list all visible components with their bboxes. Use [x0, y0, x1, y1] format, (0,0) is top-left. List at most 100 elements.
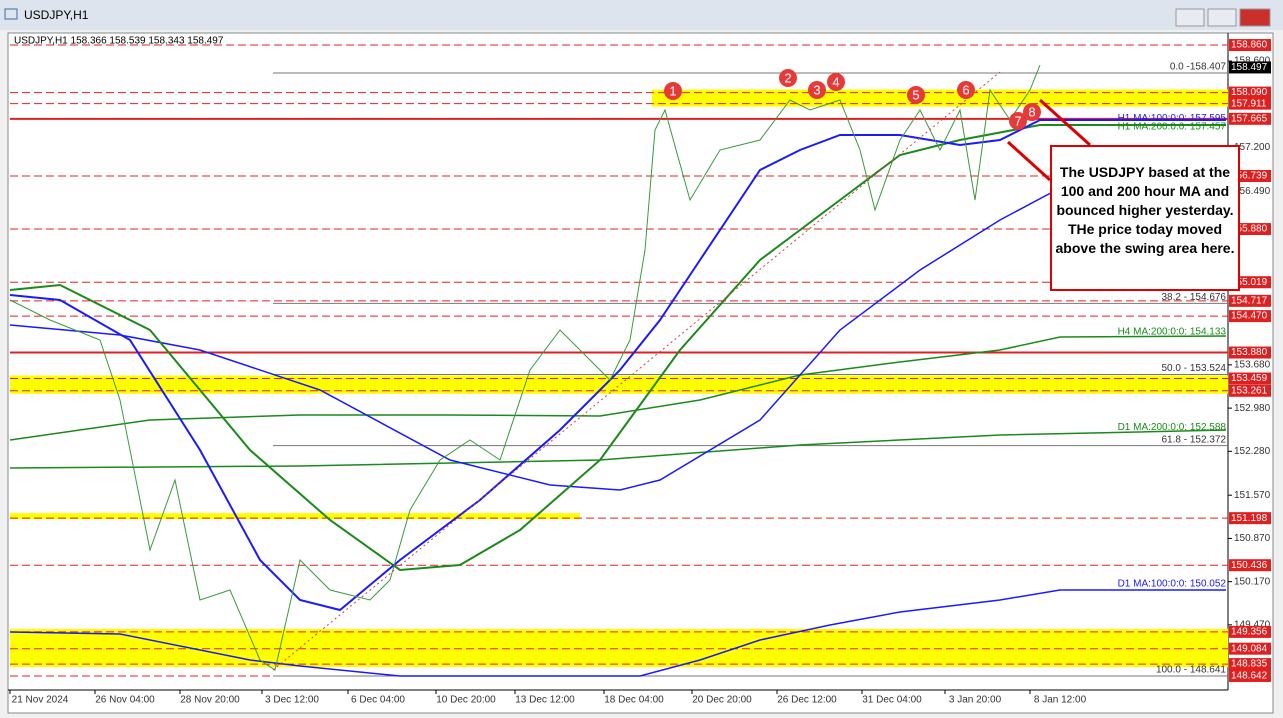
- x-tick-label: 10 Dec 20:00: [436, 695, 496, 706]
- ma-label: H4 MA:200:0:0: 154.133: [1118, 327, 1227, 338]
- price-level-label: 157.911: [1231, 98, 1267, 109]
- x-tick-label: 20 Dec 20:00: [692, 695, 752, 706]
- price-level-box: [1229, 512, 1271, 525]
- window-title: USDJPY,H1: [24, 8, 89, 22]
- price-level-label: 154.470: [1231, 311, 1268, 322]
- price-level-box: [1229, 559, 1271, 572]
- support-zone: [652, 89, 1228, 107]
- swing-marker: [1009, 112, 1027, 130]
- callout-arrow: [1038, 98, 1092, 147]
- swing-marker: [664, 82, 682, 100]
- x-tick-label: 6 Dec 04:00: [351, 695, 405, 706]
- x-tick-label: 28 Nov 20:00: [180, 695, 240, 706]
- price-level-box: [1229, 39, 1271, 52]
- d1-ma200-line: [9, 429, 1227, 469]
- price-level-box: [1229, 112, 1271, 125]
- x-tick-label: 26 Nov 04:00: [95, 695, 155, 706]
- y-tick-label: 156.490: [1234, 186, 1271, 197]
- price-level-label: 158.090: [1231, 87, 1268, 98]
- swing-marker-label: 4: [832, 74, 839, 89]
- h1-ma100-line: [9, 119, 1226, 612]
- y-tick-label: 152.280: [1234, 446, 1271, 457]
- fib-label: 0.0 -158.407: [1170, 62, 1227, 73]
- support-zone: [10, 513, 580, 520]
- h4-ma100-line: [9, 187, 1061, 491]
- swing-marker: [1023, 103, 1041, 121]
- h1-ma200-line: [9, 124, 1226, 572]
- price-level-box: [1229, 384, 1271, 397]
- swing-marker: [907, 86, 925, 104]
- ma-label: H1 MA:200:0:0: 157.457: [1118, 121, 1227, 132]
- price-level-label: 153.261: [1231, 385, 1268, 396]
- price-level-label: 149.084: [1231, 643, 1268, 654]
- x-tick-label: 21 Nov 2024: [12, 695, 69, 706]
- y-tick-label: 150.870: [1234, 533, 1271, 544]
- price-level-label: 153.880: [1231, 347, 1268, 358]
- price-level-label: 157.665: [1231, 113, 1268, 124]
- fib-label: 38.2 - 154.676: [1162, 292, 1227, 303]
- x-tick-label: 31 Dec 04:00: [862, 695, 922, 706]
- title-bar: [0, 0, 1283, 30]
- x-tick-label: 3 Jan 20:00: [949, 695, 1002, 706]
- swing-marker: [808, 81, 826, 99]
- swing-marker-label: 8: [1028, 104, 1035, 119]
- price-level-label: 158.860: [1231, 40, 1268, 51]
- swing-marker-label: 5: [912, 87, 919, 102]
- close-button[interactable]: [1239, 8, 1271, 27]
- current-price-box: [1229, 61, 1271, 74]
- callout-arrow: [1006, 140, 1052, 182]
- x-tick-label: 18 Dec 04:00: [604, 695, 664, 706]
- d1-ma100-line: [9, 589, 1226, 677]
- current-price-label: 158.497: [1231, 62, 1268, 73]
- price-level-label: 155.880: [1231, 224, 1268, 235]
- x-tick-label: 3 Dec 12:00: [265, 695, 319, 706]
- price-level-label: 156.739: [1231, 171, 1268, 182]
- y-tick-label: 149.470: [1234, 619, 1271, 630]
- swing-marker-label: 6: [962, 82, 969, 97]
- price-level-label: 149.356: [1231, 627, 1268, 638]
- y-tick-label: 158.600: [1234, 56, 1271, 67]
- price-level-box: [1229, 658, 1271, 671]
- swing-marker-label: 3: [813, 82, 820, 97]
- swing-marker: [779, 69, 797, 87]
- y-tick-label: 150.170: [1234, 576, 1271, 587]
- y-tick-label: 152.980: [1234, 403, 1271, 414]
- fib-label: 50.0 - 153.524: [1162, 363, 1227, 374]
- maximize-button[interactable]: [1207, 8, 1237, 27]
- price-level-box: [1229, 625, 1271, 638]
- minimize-button[interactable]: [1175, 8, 1205, 27]
- price-level-box: [1229, 294, 1271, 307]
- chart-frame: [7, 32, 1274, 714]
- h4-ma200-line: [9, 335, 1227, 441]
- y-tick-label: 157.200: [1234, 142, 1271, 153]
- swing-marker: [957, 81, 975, 99]
- x-tick-label: 8 Jan 12:00: [1034, 695, 1087, 706]
- support-zone: [10, 375, 1228, 394]
- ma-label: D1 MA:200:0:0: 152.588: [1118, 422, 1227, 433]
- ma-label: H1 MA:100:0:0: 157.595: [1118, 113, 1227, 124]
- price-level-label: 148.642: [1231, 671, 1268, 682]
- price-level-label: 153.459: [1231, 373, 1268, 384]
- price-level-box: [1229, 86, 1271, 99]
- y-tick-label: 151.570: [1234, 490, 1271, 501]
- chart-header: USDJPY,H1 158.366 158.539 158.343 158.49…: [14, 36, 224, 47]
- price-level-box: [1229, 642, 1271, 655]
- price-line: [9, 64, 1041, 671]
- y-tick-label: 153.680: [1234, 360, 1271, 371]
- price-level-box: [1229, 669, 1271, 682]
- price-level-label: 154.717: [1231, 295, 1268, 306]
- x-tick-label: 13 Dec 12:00: [515, 695, 575, 706]
- fib-trendline: [272, 71, 1001, 671]
- callout: The USDJPY based at the 100 and 200 hour…: [1050, 145, 1240, 291]
- price-level-label: 150.436: [1231, 560, 1268, 571]
- price-level-box: [1229, 372, 1271, 385]
- price-level-box: [1229, 346, 1271, 359]
- price-level-label: 155.019: [1231, 277, 1268, 288]
- fib-label: 61.8 - 152.372: [1162, 434, 1227, 445]
- price-level-box: [1229, 310, 1271, 323]
- price-level-label: 148.835: [1231, 659, 1268, 670]
- price-level-label: 151.198: [1231, 513, 1268, 524]
- swing-marker-label: 2: [784, 70, 791, 85]
- x-tick-label: 26 Dec 12:00: [777, 695, 837, 706]
